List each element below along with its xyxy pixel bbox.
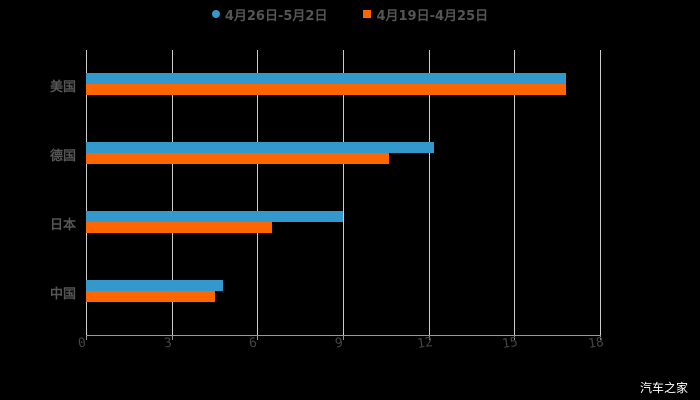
- bar-series-1[interactable]: [86, 211, 343, 222]
- x-tick-label: 18: [587, 334, 605, 353]
- x-tick: [600, 335, 601, 340]
- bar-series-1[interactable]: [86, 280, 224, 291]
- bar-series-2[interactable]: [86, 222, 272, 233]
- x-tick: [86, 335, 87, 340]
- legend-label: 4月26日-5月2日: [224, 8, 328, 24]
- bar-series-1[interactable]: [86, 142, 435, 153]
- x-tick: [257, 335, 259, 340]
- gridline: [257, 50, 259, 335]
- bar-series-2[interactable]: [86, 291, 215, 302]
- x-tick-label: 3: [162, 335, 173, 352]
- category-label: 德国: [50, 149, 77, 164]
- x-tick: [514, 335, 516, 340]
- legend-square-icon: [363, 10, 372, 18]
- bar-series-1[interactable]: [86, 73, 566, 84]
- gridline: [514, 50, 516, 335]
- x-tick-label: 15: [501, 334, 520, 353]
- gridline: [428, 50, 430, 335]
- category-label: 日本: [50, 218, 77, 233]
- x-tick: [343, 335, 344, 340]
- x-tick-label: 12: [415, 334, 434, 353]
- plot-area: [86, 50, 601, 335]
- gridline: [171, 50, 173, 335]
- gridline: [86, 50, 87, 335]
- legend-item-series-1[interactable]: 4月26日-5月2日: [211, 4, 328, 24]
- category-label: 中国: [50, 287, 77, 302]
- legend-item-series-2[interactable]: 4月19日-4月25日: [363, 4, 488, 24]
- gridline: [600, 50, 601, 335]
- bar-series-2[interactable]: [86, 84, 566, 95]
- legend-label: 4月19日-4月25日: [376, 8, 489, 24]
- gridline: [343, 50, 344, 335]
- legend-dot-icon: [211, 10, 220, 18]
- x-tick: [171, 335, 173, 340]
- category-label: 美国: [50, 80, 77, 95]
- x-tick: [428, 335, 430, 340]
- bar-series-2[interactable]: [86, 153, 389, 164]
- watermark-logo: 汽车之家: [639, 381, 688, 395]
- chart-legend: 4月26日-5月2日 4月19日-4月25日: [0, 4, 700, 24]
